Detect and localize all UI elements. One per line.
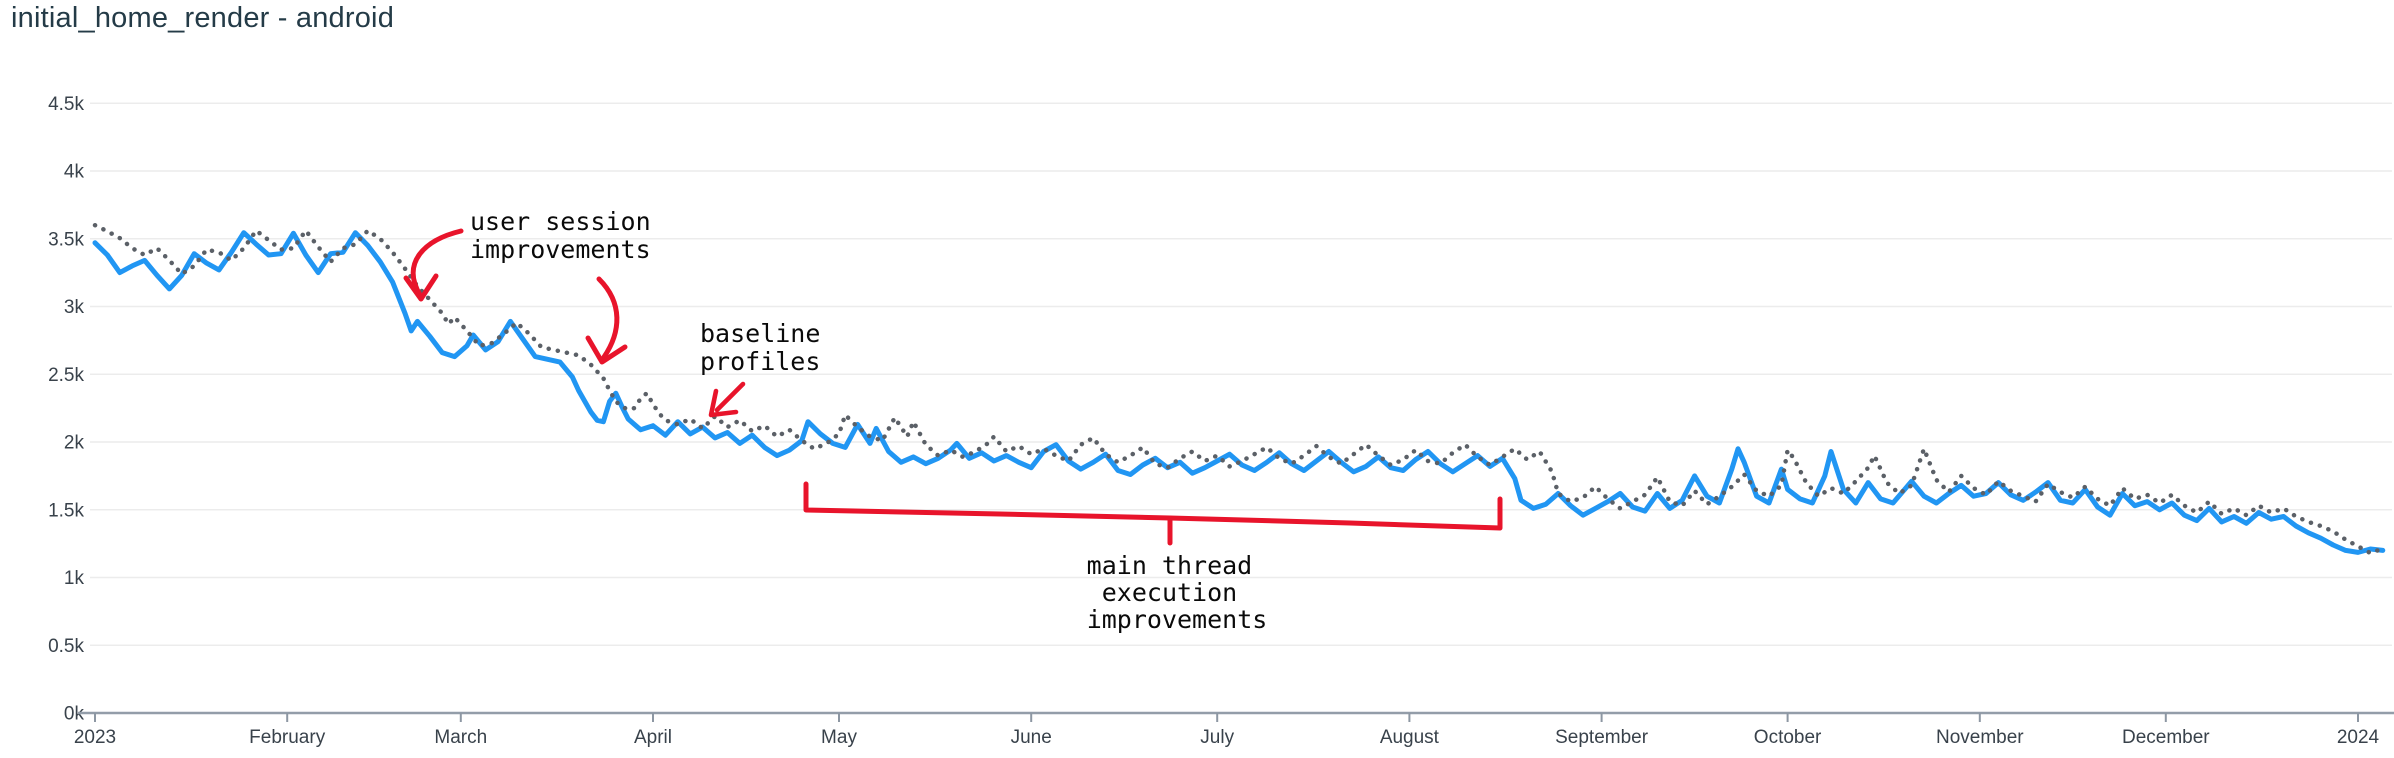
x-axis-tick-label: November bbox=[1936, 727, 2024, 748]
annotation-arrow-icon bbox=[596, 276, 620, 360]
y-axis-tick-label: 0k bbox=[64, 704, 85, 725]
annotation-user-session: user session improvements bbox=[403, 207, 666, 365]
page-title: initial_home_render - android bbox=[11, 2, 395, 34]
x-axis-tick-label: April bbox=[634, 727, 672, 748]
x-axis-tick-label: February bbox=[249, 727, 326, 748]
series-lines[interactable] bbox=[92, 222, 2386, 556]
annotation-arrowhead-icon bbox=[585, 335, 628, 365]
y-axis-tick-label: 2k bbox=[64, 433, 85, 454]
x-axis-tick-label: June bbox=[1011, 727, 1052, 748]
y-axis-labels: 0k 0.5k 1k 1.5k 2k 2.5k 3k 3.5k 4k 4.5k bbox=[48, 94, 84, 725]
annotation-baseline-profiles: baseline profiles bbox=[700, 319, 835, 418]
x-axis-tick-label: May bbox=[821, 727, 857, 748]
x-axis: 2023 February March April May June July August S… bbox=[74, 711, 2394, 748]
annotation-layer: user session improvements baseline profi… bbox=[403, 207, 1503, 634]
x-axis-tick-label: March bbox=[434, 727, 487, 748]
x-axis-tick-label: 2023 bbox=[74, 727, 116, 748]
annotation-main-thread: main thread execution improvements bbox=[803, 481, 1503, 634]
annotation-arrowhead-icon bbox=[708, 388, 739, 418]
y-axis-tick-label: 4k bbox=[64, 162, 85, 183]
annotation-bracket bbox=[803, 481, 1503, 531]
annotation-arrowhead-icon bbox=[403, 273, 439, 302]
x-axis-tick-label: July bbox=[1200, 727, 1234, 748]
annotation-text-baseline-profiles: baseline profiles bbox=[700, 319, 835, 376]
comparison-series-line[interactable] bbox=[92, 222, 2386, 556]
x-axis-tick-label: 2024 bbox=[2337, 727, 2380, 748]
annotation-arrow-icon bbox=[714, 381, 746, 413]
primary-series-line[interactable] bbox=[92, 230, 2386, 555]
y-axis-tick-label: 0.5k bbox=[48, 636, 84, 657]
annotation-text-main-thread: main thread execution improvements bbox=[1087, 551, 1268, 634]
x-axis-tick-label: December bbox=[2122, 727, 2210, 748]
annotation-arrow-icon bbox=[410, 228, 464, 298]
annotation-text-user-session: user session improvements bbox=[470, 207, 666, 264]
y-axis-tick-label: 3.5k bbox=[48, 229, 84, 250]
x-axis-tick-label: August bbox=[1380, 727, 1440, 748]
x-axis-tick-label: October bbox=[1754, 727, 1822, 748]
y-axis-tick-label: 1k bbox=[64, 568, 85, 589]
y-axis-tick-label: 4.5k bbox=[48, 94, 84, 115]
gridlines bbox=[90, 102, 2392, 647]
y-axis-tick-label: 2.5k bbox=[48, 365, 84, 386]
y-axis-tick-label: 1.5k bbox=[48, 500, 84, 521]
y-axis-tick-label: 3k bbox=[64, 297, 85, 318]
x-axis-tick-label: September bbox=[1555, 727, 1649, 748]
